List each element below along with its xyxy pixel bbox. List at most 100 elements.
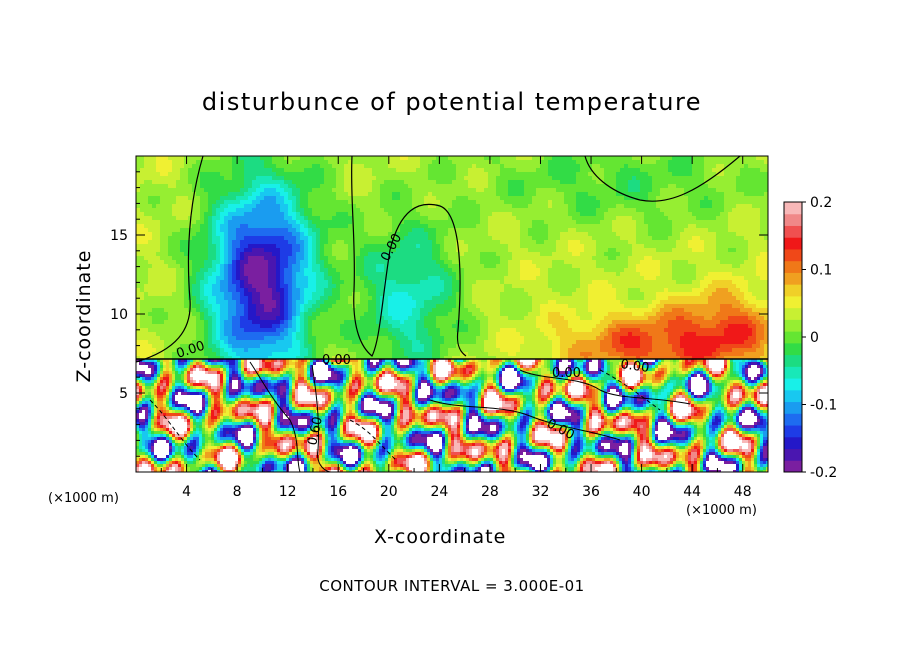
heatmap-cell (592, 196, 597, 201)
heatmap-cell (612, 208, 617, 213)
heatmap-cell (512, 200, 517, 205)
heatmap-cell (224, 268, 229, 273)
heatmap-cell (428, 164, 433, 169)
heatmap-cell (508, 280, 513, 285)
heatmap-cell (560, 268, 565, 273)
heatmap-cell (684, 244, 689, 249)
heatmap-cell (232, 220, 237, 225)
heatmap-cell (492, 220, 497, 225)
heatmap-cell (712, 272, 717, 277)
heatmap-cell (412, 260, 417, 265)
heatmap-cell (200, 228, 205, 233)
heatmap-cell (652, 188, 657, 193)
heatmap-cell (296, 156, 301, 161)
heatmap-cell (416, 168, 421, 173)
heatmap-cell (664, 156, 669, 161)
heatmap-cell (332, 200, 337, 205)
heatmap-cell (524, 272, 529, 277)
heatmap-cell (296, 260, 301, 265)
heatmap-cell (756, 260, 761, 265)
heatmap-cell (536, 244, 541, 249)
heatmap-cell (748, 264, 753, 269)
heatmap-cell (444, 164, 449, 169)
heatmap-cell (372, 232, 377, 237)
heatmap-cell (256, 208, 261, 213)
heatmap-cell (444, 176, 449, 181)
heatmap-cell (604, 272, 609, 277)
heatmap-cell (476, 244, 481, 249)
heatmap-cell (432, 228, 437, 233)
heatmap-cell (220, 180, 225, 185)
heatmap-cell (400, 192, 405, 197)
heatmap-cell (392, 248, 397, 253)
heatmap-cell (584, 180, 589, 185)
heatmap-cell (588, 176, 593, 181)
heatmap-cell (404, 264, 409, 269)
heatmap-cell (328, 164, 333, 169)
heatmap-cell (724, 200, 729, 205)
heatmap-cell (440, 172, 445, 177)
heatmap-cell (312, 264, 317, 269)
heatmap-cell (660, 168, 665, 173)
heatmap-cell (476, 212, 481, 217)
heatmap-cell (268, 264, 273, 269)
heatmap-cell (312, 172, 317, 177)
heatmap-cell (268, 252, 273, 257)
heatmap-cell (528, 168, 533, 173)
heatmap-cell (148, 232, 153, 237)
heatmap-cell (268, 188, 273, 193)
heatmap-cell (296, 172, 301, 177)
heatmap-cell (284, 192, 289, 197)
heatmap-cell (256, 204, 261, 209)
heatmap-cell (684, 216, 689, 221)
heatmap-cell (468, 272, 473, 277)
heatmap-cell (552, 224, 557, 229)
heatmap-cell (236, 156, 241, 161)
heatmap-cell (572, 232, 577, 237)
heatmap-cell (204, 204, 209, 209)
heatmap-cell (648, 236, 653, 241)
heatmap-cell (244, 168, 249, 173)
heatmap-cell (748, 172, 753, 177)
heatmap-cell (704, 260, 709, 265)
heatmap-cell (500, 156, 505, 161)
heatmap-cell (756, 228, 761, 233)
heatmap-cell (756, 192, 761, 197)
heatmap-cell (328, 240, 333, 245)
heatmap-cell (392, 276, 397, 281)
heatmap-cell (516, 232, 521, 237)
heatmap-cell (140, 244, 145, 249)
heatmap-cell (344, 280, 349, 285)
heatmap-cell (648, 168, 653, 173)
heatmap-cell (612, 272, 617, 277)
heatmap-cell (512, 164, 517, 169)
heatmap-cell (168, 280, 173, 285)
heatmap-cell (712, 228, 717, 233)
heatmap-cell (276, 240, 281, 245)
heatmap-cell (688, 228, 693, 233)
heatmap-cell (320, 216, 325, 221)
heatmap-cell (284, 156, 289, 161)
heatmap-cell (312, 160, 317, 165)
heatmap-cell (404, 252, 409, 257)
heatmap-cell (596, 224, 601, 229)
heatmap-cell (304, 192, 309, 197)
heatmap-cell (652, 192, 657, 197)
heatmap-cell (144, 220, 149, 225)
heatmap-cell (372, 276, 377, 281)
heatmap-cell (516, 236, 521, 241)
heatmap-cell (452, 200, 457, 205)
heatmap-cell (472, 244, 477, 249)
heatmap-cell (764, 276, 768, 281)
heatmap-cell (400, 216, 405, 221)
heatmap-cell (268, 204, 273, 209)
heatmap-cell (600, 156, 605, 161)
heatmap-cell (408, 180, 413, 185)
heatmap-cell (140, 280, 145, 285)
heatmap-cell (668, 172, 673, 177)
heatmap-cell (704, 232, 709, 237)
heatmap-cell (468, 232, 473, 237)
heatmap-cell (520, 244, 525, 249)
heatmap-cell (372, 156, 377, 161)
heatmap-cell (264, 220, 269, 225)
